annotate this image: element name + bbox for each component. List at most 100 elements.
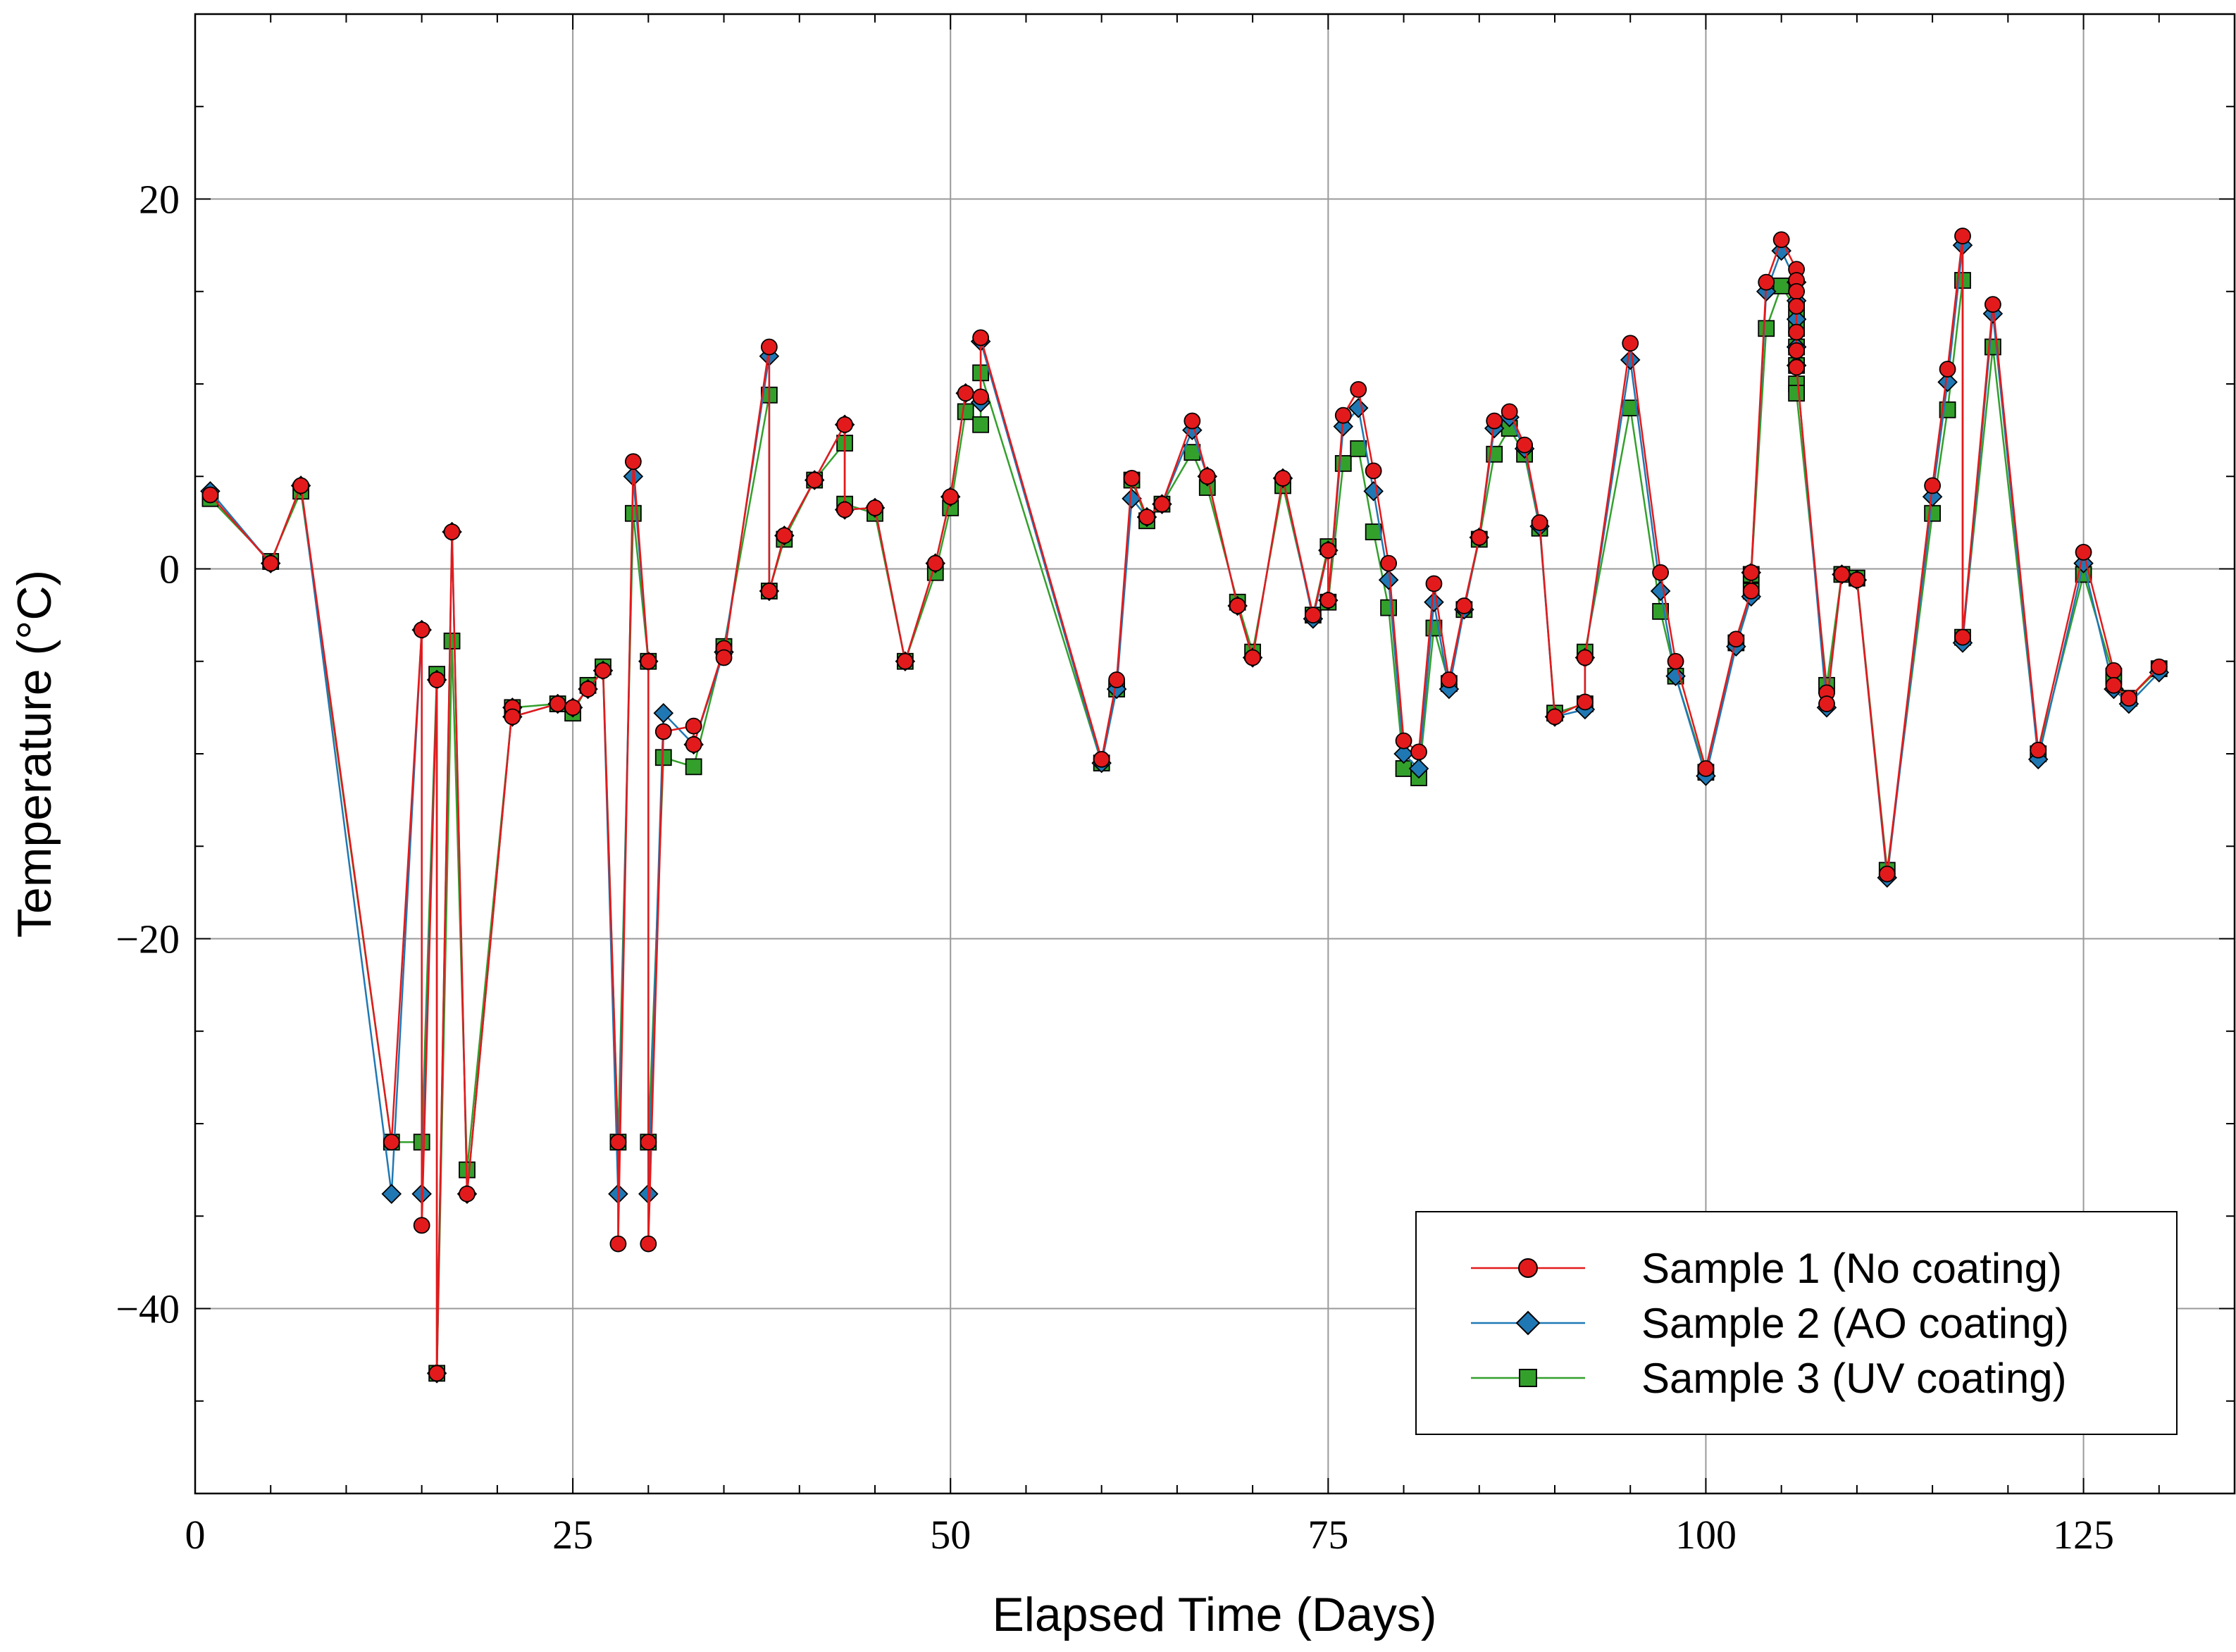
data-point bbox=[2150, 658, 2168, 676]
data-point bbox=[1455, 597, 1473, 614]
data-point bbox=[1788, 323, 1806, 341]
data-point bbox=[1954, 628, 1971, 646]
data-point bbox=[1408, 758, 1429, 779]
data-point bbox=[1924, 504, 1942, 522]
data-point bbox=[1319, 592, 1337, 609]
data-point bbox=[1772, 231, 1790, 249]
data-point bbox=[1667, 652, 1684, 670]
data-point bbox=[1788, 359, 1806, 376]
data-point bbox=[942, 488, 959, 506]
data-point bbox=[413, 1217, 430, 1234]
data-point bbox=[1470, 528, 1488, 546]
legend-entry-sample-3: Sample 3 (UV coating) bbox=[1471, 1355, 2067, 1402]
data-point bbox=[2075, 543, 2092, 561]
data-point bbox=[595, 662, 611, 679]
data-point bbox=[549, 695, 566, 713]
data-point bbox=[1108, 671, 1126, 688]
data-point bbox=[1380, 554, 1398, 572]
data-point bbox=[579, 681, 597, 698]
data-point bbox=[1531, 514, 1548, 531]
series-layer bbox=[200, 228, 2170, 1384]
y-tick-label: 20 bbox=[139, 177, 180, 223]
data-point bbox=[1153, 495, 1171, 513]
data-point bbox=[1486, 412, 1503, 430]
data-point bbox=[292, 477, 310, 495]
legend-label-sample-2: Sample 2 (AO coating) bbox=[1641, 1300, 2069, 1347]
data-point bbox=[653, 702, 674, 723]
data-point bbox=[957, 403, 974, 421]
data-point bbox=[685, 735, 702, 753]
data-point bbox=[1304, 607, 1322, 624]
data-point bbox=[896, 652, 914, 670]
data-point bbox=[1424, 592, 1444, 613]
data-point bbox=[428, 1365, 446, 1382]
data-point bbox=[2120, 690, 2137, 707]
data-point bbox=[1363, 480, 1384, 502]
data-point bbox=[1984, 296, 2001, 313]
data-point bbox=[760, 338, 778, 356]
data-point bbox=[1319, 542, 1337, 559]
legend-marker-sample-2 bbox=[1515, 1310, 1541, 1336]
data-point bbox=[1924, 477, 1942, 495]
data-point bbox=[1576, 693, 1594, 711]
data-point bbox=[459, 1185, 476, 1203]
data-point bbox=[1833, 566, 1851, 583]
legend: Sample 1 (No coating) Sample 2 (AO coati… bbox=[1415, 1211, 2178, 1435]
data-point bbox=[836, 501, 854, 518]
data-point bbox=[1334, 406, 1352, 424]
data-point bbox=[262, 554, 280, 572]
legend-entry-sample-2: Sample 2 (AO coating) bbox=[1471, 1300, 2069, 1347]
data-point bbox=[1788, 342, 1806, 359]
data-point bbox=[1727, 631, 1745, 648]
data-point bbox=[564, 699, 582, 716]
axis-ticks bbox=[195, 14, 2235, 1493]
data-point bbox=[428, 671, 446, 688]
data-point bbox=[1788, 385, 1806, 402]
y-axis-label: Temperature (°C) bbox=[8, 570, 61, 938]
data-point bbox=[836, 416, 854, 433]
data-point bbox=[640, 1235, 657, 1253]
data-point bbox=[1138, 509, 1155, 526]
data-point bbox=[624, 453, 642, 471]
data-point bbox=[504, 708, 521, 726]
data-point bbox=[1425, 575, 1443, 592]
data-point bbox=[383, 1134, 400, 1151]
x-tick-label: 0 bbox=[185, 1512, 206, 1558]
data-point bbox=[867, 499, 883, 516]
legend-entry-sample-1: Sample 1 (No coating) bbox=[1471, 1245, 2062, 1292]
data-point bbox=[1350, 380, 1367, 398]
data-point bbox=[1244, 649, 1262, 666]
data-point bbox=[685, 717, 702, 735]
data-point bbox=[640, 652, 657, 670]
data-point bbox=[1410, 743, 1427, 761]
data-point bbox=[1742, 564, 1760, 581]
data-point bbox=[1788, 282, 1806, 300]
data-point bbox=[972, 416, 990, 433]
data-point bbox=[640, 1134, 657, 1151]
legend-marker-sample-3 bbox=[1519, 1369, 1537, 1387]
legend-label-sample-1: Sample 1 (No coating) bbox=[1641, 1245, 2062, 1292]
data-point bbox=[1093, 750, 1110, 768]
legend-label-sample-3: Sample 3 (UV coating) bbox=[1641, 1355, 2067, 1402]
data-point bbox=[1622, 335, 1639, 352]
data-point bbox=[1516, 436, 1534, 454]
data-point bbox=[1954, 228, 1971, 244]
x-tick-label: 25 bbox=[552, 1512, 593, 1558]
data-point bbox=[1939, 361, 1956, 378]
data-point bbox=[1440, 671, 1458, 688]
data-point bbox=[1393, 743, 1414, 764]
data-point bbox=[926, 554, 944, 572]
x-tick-label: 75 bbox=[1308, 1512, 1348, 1558]
data-point bbox=[1697, 760, 1715, 777]
data-point bbox=[1378, 569, 1399, 590]
data-point bbox=[1758, 273, 1775, 291]
data-point bbox=[1576, 649, 1594, 666]
data-point bbox=[2030, 741, 2047, 759]
data-point bbox=[1334, 454, 1352, 472]
data-point bbox=[1620, 349, 1641, 371]
x-tick-label: 50 bbox=[930, 1512, 971, 1558]
y-tick-label: −20 bbox=[116, 917, 180, 962]
data-point bbox=[1350, 440, 1367, 457]
data-point bbox=[1229, 597, 1246, 614]
data-point bbox=[972, 329, 990, 347]
